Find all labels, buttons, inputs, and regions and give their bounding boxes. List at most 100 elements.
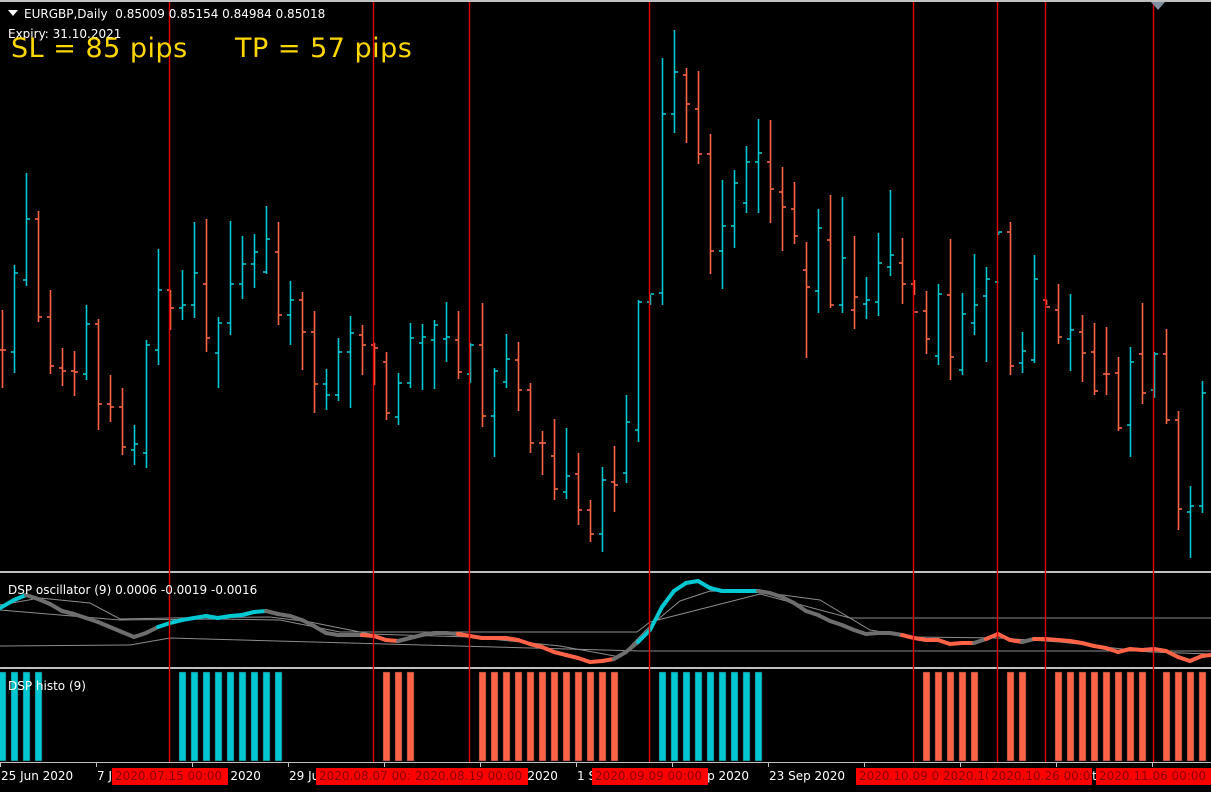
event-date-label: 2020.08.19 00:00 bbox=[412, 768, 528, 785]
time-axis-tick bbox=[864, 762, 865, 767]
histogram-bar bbox=[406, 671, 415, 762]
scroll-shift-marker-icon[interactable] bbox=[1151, 2, 1165, 10]
oscillator-main-line bbox=[564, 653, 580, 660]
oscillator-main-line bbox=[72, 612, 88, 620]
histogram-bar bbox=[1162, 671, 1171, 762]
oscillator-main-line bbox=[468, 634, 484, 640]
histogram-bar bbox=[682, 671, 691, 762]
oscillator-main-line bbox=[660, 589, 676, 609]
histogram-bar bbox=[214, 671, 223, 762]
oscillator-main-line bbox=[864, 631, 880, 636]
price-pane[interactable] bbox=[0, 2, 1211, 571]
histogram-bar bbox=[478, 671, 487, 762]
oscillator-main-line bbox=[180, 616, 196, 622]
oscillator-main-line bbox=[204, 614, 220, 620]
histogram-bar bbox=[1198, 671, 1207, 762]
event-date-label: 2020.10.16 00:00 bbox=[940, 768, 992, 785]
oscillator-main-line bbox=[1104, 646, 1120, 654]
time-axis-tick bbox=[384, 762, 385, 767]
pane-separator[interactable] bbox=[0, 667, 1211, 669]
oscillator-upper-band bbox=[0, 593, 1211, 633]
event-date-label: 2020.07.15 00:00 bbox=[112, 768, 228, 785]
oscillator-main-line bbox=[792, 601, 808, 613]
expiry-label: Expiry: 31.10.2021 bbox=[8, 27, 122, 41]
oscillator-main-line bbox=[0, 598, 16, 610]
oscillator-main-line bbox=[696, 579, 712, 590]
histogram-bar bbox=[694, 671, 703, 762]
oscillator-main-line bbox=[1020, 637, 1036, 644]
oscillator-main-line bbox=[24, 593, 40, 601]
symbol-timeframe: EURGBP,Daily bbox=[24, 7, 108, 21]
time-axis-tick bbox=[96, 762, 97, 767]
event-date-label: 2020.10.09 00:00 bbox=[856, 768, 956, 785]
histogram-bar bbox=[226, 671, 235, 762]
event-date-label: 2020.09.09 00:00 bbox=[592, 768, 708, 785]
oscillator-main-line bbox=[156, 621, 172, 629]
oscillator-main-line bbox=[528, 642, 544, 649]
time-axis-label: 23 Sep 2020 bbox=[769, 769, 846, 783]
histogram-bar bbox=[1018, 671, 1027, 762]
oscillator-main-line bbox=[192, 614, 208, 620]
dropdown-triangle-icon[interactable] bbox=[8, 10, 18, 16]
oscillator-main-line bbox=[972, 637, 988, 645]
oscillator-main-line bbox=[132, 631, 148, 639]
oscillator-main-line bbox=[228, 613, 244, 618]
histogram-bar bbox=[514, 671, 523, 762]
histogram-bar bbox=[754, 671, 763, 762]
oscillator-main-line bbox=[1152, 647, 1168, 653]
oscillator-main-line bbox=[948, 641, 964, 646]
chart-canvas[interactable] bbox=[0, 0, 1211, 762]
oscillator-lower-band bbox=[0, 637, 1211, 652]
time-axis-tick bbox=[0, 762, 1, 767]
oscillator-main-line bbox=[288, 614, 304, 622]
pane-separator[interactable] bbox=[0, 571, 1211, 573]
histogram-bar bbox=[526, 671, 535, 762]
oscillator-main-line bbox=[888, 631, 904, 637]
oscillator-main-line bbox=[360, 633, 376, 638]
histogram-bar bbox=[274, 671, 283, 762]
oscillator-main-line bbox=[516, 638, 532, 646]
oscillator-main-line bbox=[588, 659, 604, 664]
chart-info-line: EURGBP,Daily 0.85009 0.85154 0.84984 0.8… bbox=[8, 7, 325, 21]
oscillator-main-line bbox=[252, 609, 268, 614]
histogram-bar bbox=[730, 671, 739, 762]
histogram-label: DSP histo (9) bbox=[8, 679, 86, 693]
histogram-bar bbox=[586, 671, 595, 762]
histogram-bar bbox=[562, 671, 571, 762]
oscillator-main-line bbox=[1176, 655, 1192, 663]
oscillator-main-line bbox=[1080, 641, 1096, 648]
event-date-label: 2020.08.07 00:00 bbox=[316, 768, 416, 785]
oscillator-main-line bbox=[684, 579, 700, 585]
oscillator-main-line bbox=[552, 650, 568, 657]
event-date-label: 2020.11.06 00:00 bbox=[1096, 768, 1211, 785]
histogram-bar bbox=[574, 671, 583, 762]
oscillator-main-line bbox=[456, 632, 472, 638]
histogram-bar bbox=[610, 671, 619, 762]
histogram-bar bbox=[1066, 671, 1075, 762]
oscillator-main-line bbox=[168, 618, 184, 625]
oscillator-main-line bbox=[108, 625, 124, 634]
histogram-bar bbox=[742, 671, 751, 762]
oscillator-main-line bbox=[708, 586, 724, 593]
oscillator-label: DSP oscillator (9) 0.0006 -0.0019 -0.001… bbox=[8, 583, 258, 597]
oscillator-main-line bbox=[216, 614, 232, 620]
oscillator-main-line bbox=[240, 610, 256, 617]
oscillator-main-line bbox=[900, 633, 916, 640]
histogram-bar bbox=[922, 671, 931, 762]
histogram-bar bbox=[178, 671, 187, 762]
oscillator-main-line bbox=[912, 636, 928, 642]
oscillator-main-line bbox=[444, 631, 460, 636]
oscillator-main-line bbox=[636, 628, 652, 644]
take-profit-label: TP = 57 pips bbox=[235, 33, 413, 64]
time-axis-tick bbox=[192, 762, 193, 767]
histogram-bar bbox=[1186, 671, 1195, 762]
oscillator-main-line bbox=[612, 650, 628, 661]
histogram-bar bbox=[10, 671, 19, 762]
oscillator-main-line bbox=[1188, 654, 1204, 663]
oscillator-main-line bbox=[756, 589, 772, 595]
histogram-bar bbox=[1138, 671, 1147, 762]
histogram-bar bbox=[394, 671, 403, 762]
histogram-bar bbox=[946, 671, 955, 762]
histogram-bar bbox=[1078, 671, 1087, 762]
